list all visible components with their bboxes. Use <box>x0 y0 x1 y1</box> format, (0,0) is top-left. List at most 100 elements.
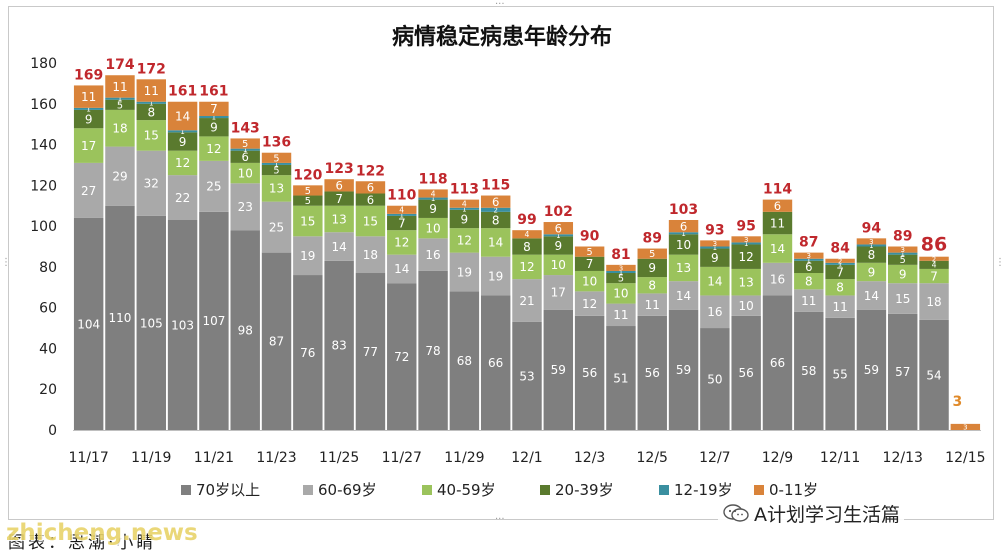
bar-segment-label: 18 <box>363 248 378 262</box>
bar-segment <box>762 262 793 296</box>
bar-segment <box>355 181 386 194</box>
bar-segment-label: 10 <box>238 166 253 180</box>
source-caption: 图表：思潮·小睛 <box>8 533 157 553</box>
bar-segment <box>574 246 605 257</box>
bar-segment-label: 7 <box>335 192 343 206</box>
bar-segment-label: 8 <box>805 274 813 288</box>
bar-segment-label: 6 <box>242 150 249 164</box>
bar-total-label: 86 <box>921 234 947 256</box>
bar-segment-label: 14 <box>864 289 879 303</box>
bar-segment-label: 8 <box>648 279 656 293</box>
bar-segment-label: 1 <box>462 205 466 213</box>
bar-segment-label: 6 <box>367 181 374 195</box>
bar-segment <box>199 160 229 212</box>
bar-segment-label: 6 <box>805 260 812 274</box>
bar-segment-label: 59 <box>676 363 691 377</box>
bar-segment-label: 8 <box>492 213 500 227</box>
bar-segment-label: 16 <box>770 272 785 286</box>
bar-segment <box>668 281 699 310</box>
bar-segment-label: 4 <box>462 199 467 208</box>
x-tick-label: 12/3 <box>574 450 605 466</box>
bar-segment-label: 14 <box>331 240 346 254</box>
legend-label: 20-39岁 <box>555 481 614 499</box>
bar-segment-label: 1 <box>149 99 153 107</box>
bar-segment-label: 1 <box>86 105 90 113</box>
bar-segment-label: 104 <box>77 317 100 331</box>
bar-segment <box>480 211 511 229</box>
bar-segment <box>825 279 855 296</box>
bar-segment-label: 14 <box>175 109 190 123</box>
bar-segment-label: 6 <box>335 179 342 193</box>
resize-handle-right[interactable]: ⋮ <box>995 257 1003 268</box>
bar-segment <box>261 175 292 202</box>
bar-segment-label: 16 <box>425 248 440 262</box>
bar-segment-label: 1 <box>243 146 247 154</box>
bar-segment <box>856 262 887 282</box>
bar-total-label: 136 <box>262 135 291 151</box>
bar-segment <box>480 228 511 257</box>
bar-segment-label: 10 <box>582 274 597 288</box>
bar-segment <box>324 260 354 430</box>
bar-segment-label: 4 <box>431 189 436 198</box>
bar-segment <box>293 205 323 237</box>
bar-segment <box>230 183 260 231</box>
bar-segment-label: 19 <box>457 265 472 279</box>
x-tick-label: 12/15 <box>945 450 985 466</box>
bar-segment <box>825 262 855 265</box>
bar-total-label: 122 <box>356 163 385 179</box>
bar-segment <box>856 309 887 430</box>
bar-segment-label: 87 <box>269 335 284 349</box>
bar-segment <box>418 197 448 200</box>
bar-segment <box>512 279 542 322</box>
bar-total-label: 114 <box>763 182 792 198</box>
y-tick-label: 20 <box>39 382 57 398</box>
bar-total-label: 118 <box>418 171 447 187</box>
bar-segment <box>418 270 448 430</box>
bar-segment-label: 77 <box>363 345 378 359</box>
bar-segment-label: 98 <box>238 323 253 337</box>
bar-segment-label: 11 <box>832 300 847 314</box>
resize-handle-left[interactable]: ⋮ <box>1 257 11 268</box>
bar-segment <box>261 152 292 163</box>
bar-segment-label: 6 <box>555 221 562 235</box>
x-tick-label: 11/23 <box>256 450 296 466</box>
bar-segment <box>136 150 166 216</box>
bar-segment <box>105 99 135 110</box>
bar-segment <box>637 248 667 259</box>
bar-segment <box>261 201 292 253</box>
bar-segment <box>480 195 511 208</box>
resize-handle-top[interactable]: ··· <box>495 0 505 10</box>
bar-segment-label: 15 <box>144 129 159 143</box>
bar-segment <box>888 252 918 255</box>
wechat-icon <box>723 504 749 522</box>
x-tick-label: 11/27 <box>382 450 422 466</box>
bar-segment-label: 10 <box>425 221 440 235</box>
bar-segment-label: 10 <box>739 299 754 313</box>
bar-segment-label: 3 <box>869 238 873 246</box>
resize-handle-bottom[interactable]: ··· <box>495 514 505 525</box>
y-tick-label: 140 <box>30 138 57 154</box>
legend-swatch <box>181 485 191 495</box>
bar-segment <box>387 213 417 216</box>
bar-segment <box>73 85 104 108</box>
bar-segment <box>668 219 699 233</box>
bar-segment-label: 19 <box>300 249 315 263</box>
bar-segment-label: 9 <box>899 267 907 281</box>
bar-segment-label: 10 <box>676 238 691 252</box>
bar-segment-label: 78 <box>425 344 440 358</box>
legend-swatch <box>303 485 313 495</box>
bar-segment <box>794 260 824 274</box>
bar-segment <box>449 252 480 292</box>
bar-segment-label: 14 <box>394 262 409 276</box>
bar-segment <box>888 254 918 265</box>
bar-segment <box>700 246 730 249</box>
bar-segment <box>700 248 730 267</box>
bar-segment-label: 66 <box>488 356 503 370</box>
bar-segment <box>418 238 448 271</box>
bar-segment <box>418 189 448 198</box>
bar-segment-label: 9 <box>179 135 187 149</box>
bar-segment-label: 8 <box>836 281 844 295</box>
bar-segment <box>700 266 730 296</box>
bar-segment-label: 3 <box>619 264 623 272</box>
bar-segment-label: 8 <box>147 105 155 119</box>
